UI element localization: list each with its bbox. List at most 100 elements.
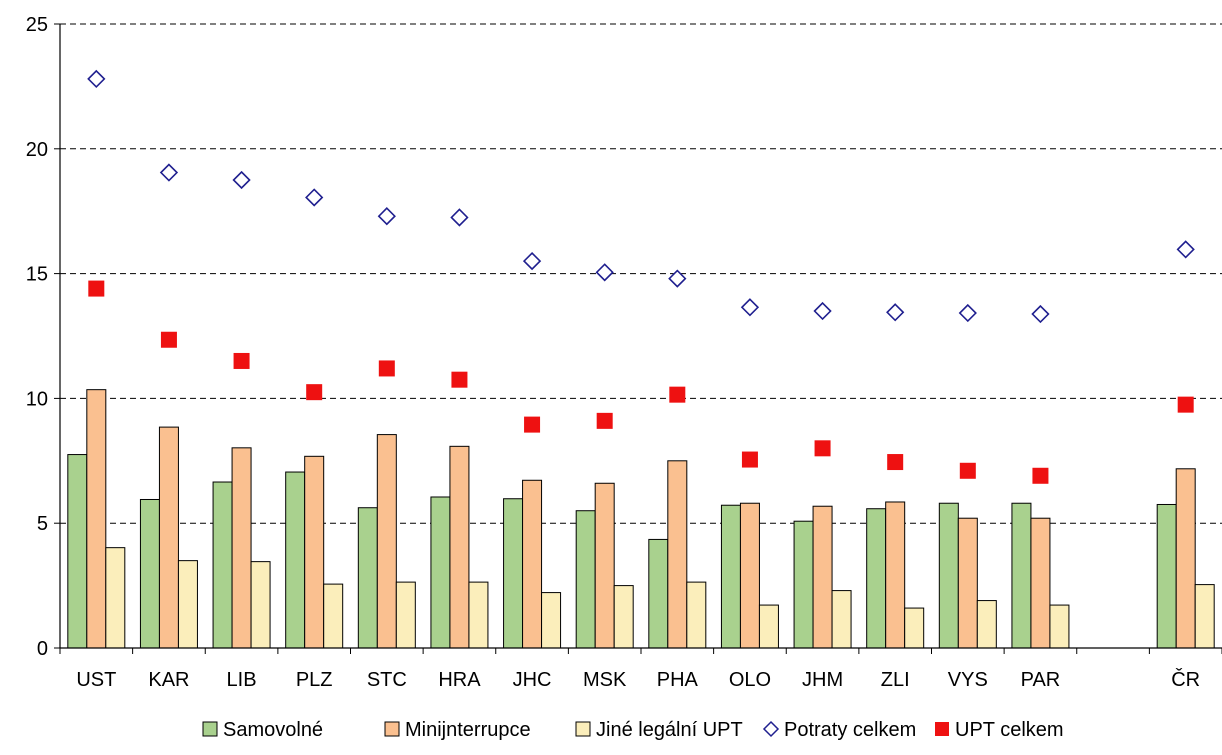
- point-Potraty celkem-HRA: [450, 208, 469, 227]
- bar-Samovolné-VYS: [938, 502, 959, 649]
- bar-Jiné legální UPT-JHC: [541, 592, 562, 649]
- bars: [67, 389, 1215, 649]
- point-UPT celkem-LIB: [233, 352, 250, 369]
- bar-Samovolné-HRA: [430, 496, 451, 649]
- x-tick-label-OLO: OLO: [729, 669, 771, 691]
- bar-Minijnterrupce-JHC: [522, 479, 543, 649]
- point-Potraty celkem-PLZ: [305, 188, 324, 207]
- bar-Minijnterrupce-KAR: [158, 426, 179, 649]
- bar-Samovolné-OLO: [720, 504, 741, 649]
- point-UPT celkem-MSK: [596, 412, 613, 429]
- point-UPT celkem-ZLI: [887, 454, 904, 471]
- bar-Jiné legální UPT-KAR: [177, 560, 198, 649]
- bar-Jiné legální UPT-ZLI: [904, 607, 925, 649]
- x-tick-label-JHM: JHM: [802, 669, 843, 691]
- bar-Jiné legální UPT-MSK: [613, 585, 634, 649]
- bar-Minijnterrupce-UST: [86, 389, 107, 649]
- point-Potraty celkem-UST: [87, 69, 106, 89]
- y-tick-labels: 0 5 10 15 20 25: [26, 14, 48, 660]
- point-Potraty celkem-LIB: [232, 170, 251, 190]
- point-Potraty celkem-OLO: [740, 298, 760, 317]
- y-tick-label: 10: [26, 388, 48, 410]
- point-UPT celkem-OLO: [741, 451, 758, 468]
- bar-Minijnterrupce-PLZ: [304, 455, 325, 649]
- y-tick-label: 20: [26, 139, 48, 161]
- bar-Jiné legální UPT-JHM: [831, 590, 852, 649]
- point-Potraty celkem-MSK: [595, 263, 614, 282]
- point-Potraty celkem-ČR: [1176, 240, 1195, 259]
- x-tick-label-HRA: HRA: [438, 669, 481, 691]
- bar-Jiné legální UPT-PAR: [1049, 604, 1070, 649]
- bar-Jiné legální UPT-ČR: [1194, 584, 1215, 649]
- bar-Minijnterrupce-OLO: [739, 502, 760, 649]
- bar-Samovolné-STC: [357, 507, 378, 649]
- bar-Samovolné-KAR: [139, 498, 160, 649]
- bar-Minijnterrupce-ZLI: [885, 501, 906, 649]
- legend-swatch-Jiné legální UPT: [575, 721, 591, 737]
- bar-Jiné legální UPT-STC: [395, 581, 416, 649]
- point-UPT celkem-STC: [378, 360, 395, 377]
- point-Potraty celkem-PHA: [668, 269, 687, 288]
- bar-Samovolné-MSK: [575, 510, 596, 649]
- legend-label-UPT celkem: UPT celkem: [955, 719, 1064, 741]
- bar-Minijnterrupce-STC: [376, 434, 397, 649]
- legend-label-Potraty celkem: Potraty celkem: [784, 719, 916, 741]
- bar-Jiné legální UPT-HRA: [468, 581, 489, 649]
- bar-Minijnterrupce-MSK: [594, 482, 615, 649]
- bar-Minijnterrupce-VYS: [957, 517, 978, 649]
- gridlines: [60, 23, 1222, 524]
- point-Potraty celkem-JHC: [522, 251, 542, 271]
- bar-Jiné legální UPT-OLO: [758, 604, 779, 649]
- legend-swatch-Minijnterrupce: [384, 721, 400, 737]
- bar-Samovolné-PLZ: [285, 471, 306, 649]
- x-tick-label-PLZ: PLZ: [296, 669, 333, 691]
- point-UPT celkem-KAR: [160, 331, 177, 348]
- x-tick-label-PAR: PAR: [1021, 669, 1061, 691]
- axes: [54, 23, 1222, 654]
- bar-Jiné legální UPT-PHA: [686, 581, 707, 649]
- x-tick-label-PHA: PHA: [657, 669, 699, 691]
- point-Potraty celkem-VYS: [958, 303, 977, 323]
- point-UPT celkem-JHC: [524, 416, 541, 433]
- x-tick-label-KAR: KAR: [148, 669, 189, 691]
- x-tick-label-ČR: ČR: [1171, 668, 1200, 691]
- point-UPT celkem-PLZ: [306, 384, 323, 401]
- point-Potraty celkem-ZLI: [886, 303, 905, 322]
- x-tick-label-VYS: VYS: [948, 669, 988, 691]
- legend-swatch-UPT celkem: [935, 722, 949, 736]
- bar-Jiné legální UPT-PLZ: [323, 583, 344, 649]
- x-tick-label-ZLI: ZLI: [881, 669, 910, 691]
- point-Potraty celkem-PAR: [1031, 304, 1050, 324]
- legend-label-Jiné legální UPT: Jiné legální UPT: [596, 719, 743, 741]
- legend: Samovolné Minijnterrupce Jiné legální UPT P…: [202, 719, 1064, 741]
- x-tick-label-STC: STC: [367, 669, 407, 691]
- bar-Minijnterrupce-PHA: [667, 460, 688, 649]
- x-tick-label-JHC: JHC: [513, 669, 552, 691]
- legend-label-Samovolné: Samovolné: [223, 719, 323, 741]
- bar-Samovolné-ČR: [1156, 503, 1177, 649]
- bar-Minijnterrupce-HRA: [449, 445, 470, 649]
- y-tick-label: 0: [37, 638, 48, 660]
- point-UPT celkem-JHM: [814, 440, 831, 457]
- legend-swatch-Samovolné: [202, 721, 218, 737]
- bar-Minijnterrupce-LIB: [231, 447, 252, 649]
- bar-Minijnterrupce-JHM: [812, 505, 833, 649]
- point-UPT celkem-UST: [88, 280, 105, 297]
- bar-Samovolné-UST: [67, 454, 88, 649]
- bar-Jiné legální UPT-LIB: [250, 561, 271, 649]
- point-Potraty celkem-KAR: [159, 163, 179, 182]
- y-tick-label: 25: [26, 14, 48, 36]
- point-UPT celkem-PHA: [669, 386, 686, 403]
- x-tick-label-MSK: MSK: [583, 669, 627, 691]
- point-Potraty celkem-JHM: [813, 301, 832, 321]
- legend-label-Minijnterrupce: Minijnterrupce: [405, 719, 531, 741]
- point-UPT celkem-PAR: [1032, 467, 1049, 484]
- point-UPT celkem-VYS: [959, 462, 976, 479]
- point-UPT celkem-HRA: [451, 371, 468, 388]
- x-tick-labels: UST KAR LIB PLZ STC HRA JHC MSK PHA OLO JHM ZLI VYS P…: [76, 668, 1200, 691]
- bar-Jiné legální UPT-VYS: [976, 600, 997, 649]
- bar-Minijnterrupce-ČR: [1175, 468, 1196, 649]
- bar-Samovolné-PAR: [1011, 502, 1032, 649]
- point-Potraty celkem-STC: [377, 207, 396, 226]
